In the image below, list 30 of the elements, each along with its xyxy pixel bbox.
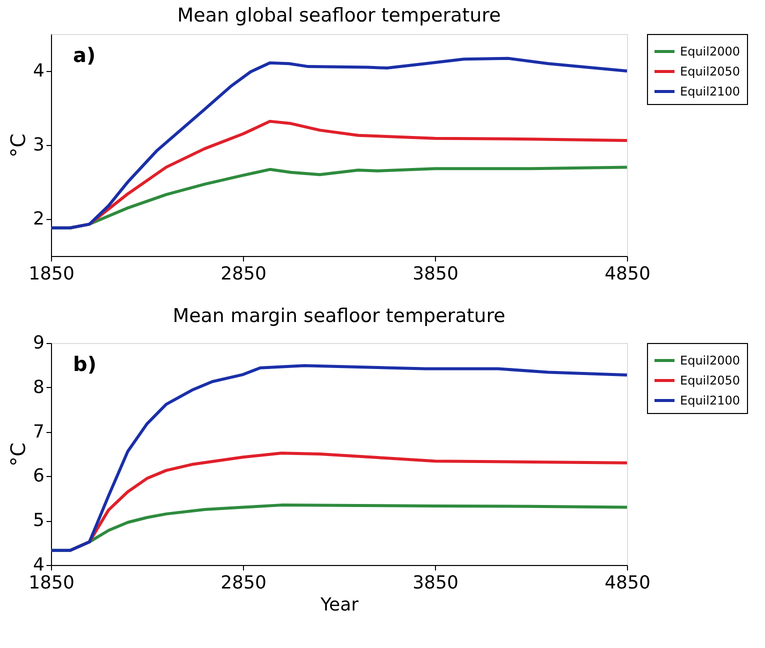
x-tick-label: 3850 — [412, 264, 458, 284]
y-tick-label: 9 — [33, 332, 44, 354]
legend-label: Equil2050 — [680, 374, 740, 388]
legend-label: Equil2050 — [680, 64, 740, 78]
x-tick-label: 2850 — [220, 264, 266, 284]
y-tick-label: 8 — [33, 376, 44, 398]
legend-label: Equil2100 — [680, 84, 740, 98]
y-tick-label: 4 — [33, 60, 44, 82]
y-axis-title: °C — [6, 442, 30, 466]
y-tick-label: 4 — [33, 554, 44, 576]
x-tick-label: 1850 — [28, 572, 74, 594]
x-tick-label: 2850 — [220, 572, 266, 594]
legend-label: Equil2000 — [680, 354, 740, 368]
x-tick-label: 3850 — [412, 572, 458, 594]
y-tick-label: 6 — [33, 466, 44, 487]
y-tick-label: 7 — [33, 421, 44, 442]
x-tick-label: 4850 — [604, 264, 650, 284]
y-tick-label: 3 — [33, 134, 44, 156]
chart-title: Mean margin seafloor temperature — [172, 305, 506, 327]
annotation: b) — [73, 352, 96, 376]
y-tick-label: 5 — [33, 510, 44, 532]
chart-title: Mean global seafloor temperature — [177, 4, 501, 26]
legend-label: Equil2000 — [680, 44, 740, 58]
x-tick-label: 4850 — [604, 572, 650, 594]
legend-label: Equil2100 — [680, 394, 740, 408]
x-tick-label: 1850 — [28, 264, 74, 284]
y-tick-label: 2 — [33, 208, 44, 230]
x-axis-title: Year — [319, 594, 360, 616]
annotation: a) — [73, 43, 96, 67]
y-axis-title: °C — [6, 134, 30, 158]
